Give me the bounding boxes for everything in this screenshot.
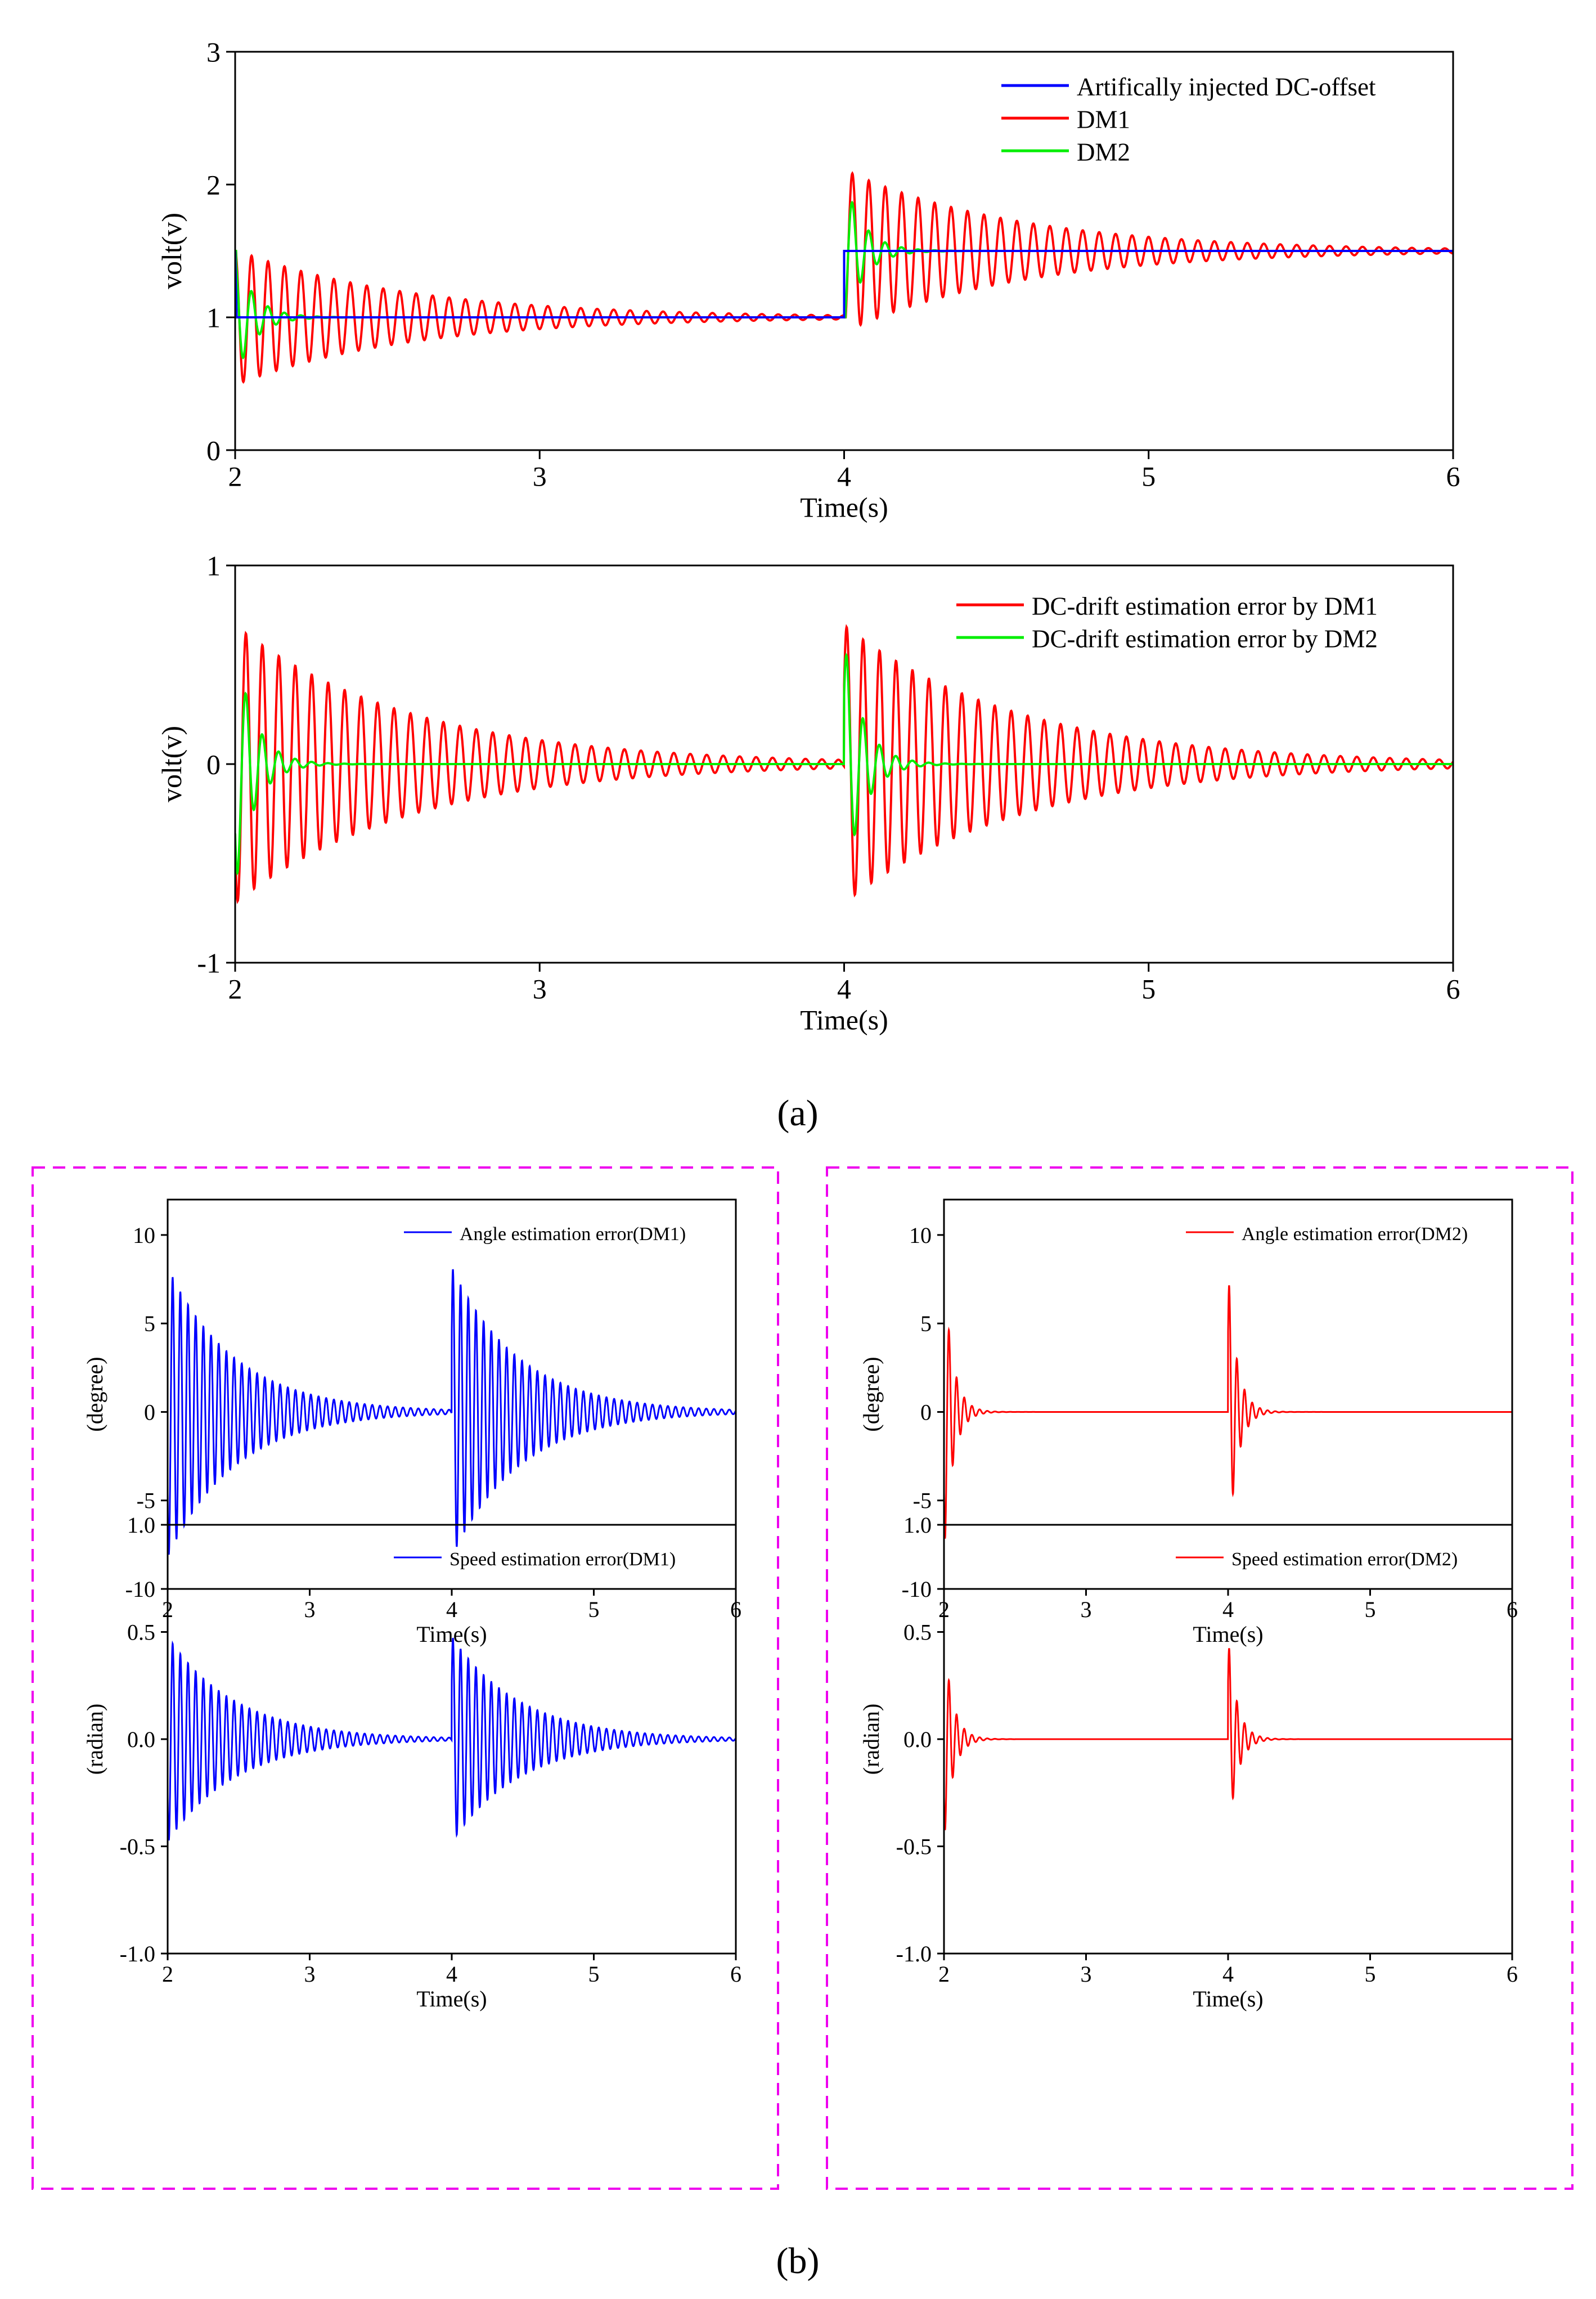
x-tick-label: 5 — [588, 1961, 600, 1987]
y-tick-label: -5 — [913, 1488, 932, 1514]
x-tick-label: 2 — [228, 973, 242, 1005]
chart-speed-dm1: 2 3 4 5 6 -1.0 -0.5 0.0 0.5 1.0 Time(s) (radian) Spe… — [82, 1512, 741, 2011]
y-tick-label: 1 — [206, 550, 221, 582]
x-tick-label: 2 — [938, 1961, 950, 1987]
legend-label: DM2 — [1077, 138, 1130, 167]
y-tick-label: 3 — [206, 37, 221, 68]
y-tick-label: 1.0 — [903, 1512, 932, 1538]
x-tick-label: 4 — [837, 973, 851, 1005]
series-line-angle-estimation-error-dm1 — [168, 1269, 736, 1555]
x-tick-label: 5 — [1141, 973, 1156, 1005]
x-tick-label: 3 — [304, 1961, 316, 1987]
y-tick-label: -1.0 — [120, 1941, 155, 1966]
y-tick-label: 2 — [206, 169, 221, 201]
x-axis-label: Time(s) — [800, 1004, 888, 1036]
x-axis-label: Time(s) — [1193, 1986, 1263, 2011]
y-tick-label: 0 — [920, 1399, 932, 1425]
legend-label: DM1 — [1077, 106, 1130, 134]
x-tick-label: 6 — [1446, 461, 1460, 492]
y-tick-label: 10 — [133, 1223, 155, 1248]
chart-dc-offset: 2 3 4 5 6 0 1 2 3 Time(s) volt(v) Artifically injec… — [156, 37, 1460, 523]
y-axis-label: volt(v) — [156, 213, 187, 289]
y-tick-label: 0.5 — [903, 1620, 932, 1645]
panel-label-b: (b) — [776, 2240, 820, 2282]
x-axis-label: Time(s) — [416, 1986, 487, 2011]
series-line-speed-estimation-error-dm2 — [944, 1648, 1512, 1830]
y-tick-label: 0 — [144, 1399, 155, 1425]
series-line-angle-estimation-error-dm2 — [944, 1285, 1512, 1539]
x-tick-label: 4 — [837, 461, 851, 492]
series-line-dc-drift-estimation-error-by-dm2 — [235, 652, 1453, 876]
y-tick-label: -1 — [197, 948, 221, 979]
x-tick-label: 3 — [304, 1597, 316, 1622]
y-axis-label: (radian) — [858, 1704, 884, 1775]
panel-label-a: (a) — [777, 1093, 818, 1134]
y-axis-label: (radian) — [82, 1704, 107, 1775]
y-tick-label: 1 — [206, 302, 221, 334]
y-tick-label: -0.5 — [896, 1834, 932, 1860]
x-tick-label: 6 — [1507, 1961, 1518, 1987]
y-tick-label: -0.5 — [120, 1834, 155, 1860]
y-tick-label: -10 — [125, 1577, 155, 1602]
y-tick-label: 0 — [206, 749, 221, 780]
x-tick-label: 3 — [1081, 1597, 1092, 1622]
x-tick-label: 6 — [1446, 973, 1460, 1005]
x-tick-label: 5 — [1141, 461, 1156, 492]
series-line-artifically-injected-dc-offset — [235, 250, 1453, 318]
y-axis-label: (degree) — [82, 1357, 107, 1431]
x-tick-label: 3 — [533, 461, 547, 492]
legend-label: DC-drift estimation error by DM2 — [1032, 625, 1378, 653]
group-box-dm1 — [32, 1166, 779, 2190]
y-tick-label: 0.0 — [903, 1727, 932, 1752]
x-tick-label: 4 — [1222, 1961, 1234, 1987]
x-tick-label: 2 — [228, 461, 242, 492]
series-line-speed-estimation-error-dm1 — [168, 1637, 736, 1841]
x-tick-label: 5 — [1365, 1597, 1376, 1622]
x-tick-label: 5 — [588, 1597, 600, 1622]
x-tick-label: 4 — [1222, 1597, 1234, 1622]
legend-label: Angle estimation error(DM2) — [1242, 1224, 1468, 1245]
y-tick-label: 10 — [909, 1223, 932, 1248]
y-tick-label: 0.0 — [127, 1727, 155, 1752]
y-tick-label: 1.0 — [127, 1512, 155, 1538]
y-tick-label: -10 — [902, 1577, 932, 1602]
y-tick-label: 0 — [206, 435, 221, 466]
legend-label: Artifically injected DC-offset — [1077, 73, 1376, 101]
y-tick-label: -5 — [137, 1488, 155, 1514]
group-box-dm2 — [826, 1166, 1573, 2190]
x-tick-label: 5 — [1365, 1961, 1376, 1987]
x-tick-label: 2 — [162, 1961, 173, 1987]
legend-label: DC-drift estimation error by DM1 — [1032, 592, 1378, 621]
y-tick-label: -1.0 — [896, 1941, 932, 1966]
legend-label: Speed estimation error(DM2) — [1231, 1549, 1458, 1570]
x-tick-label: 4 — [446, 1597, 457, 1622]
y-tick-label: 0.5 — [127, 1620, 155, 1645]
x-axis-label: Time(s) — [1193, 1622, 1263, 1647]
legend-label: Speed estimation error(DM1) — [449, 1549, 676, 1570]
x-tick-label: 4 — [446, 1961, 457, 1987]
x-tick-label: 6 — [730, 1961, 741, 1987]
x-tick-label: 3 — [533, 973, 547, 1005]
y-axis-label: volt(v) — [156, 726, 187, 802]
y-tick-label: 5 — [144, 1311, 155, 1336]
legend-label: Angle estimation error(DM1) — [460, 1224, 686, 1245]
y-tick-label: 5 — [920, 1311, 932, 1336]
x-tick-label: 3 — [1081, 1961, 1092, 1987]
x-axis-label: Time(s) — [800, 492, 888, 523]
y-axis-label: (degree) — [858, 1357, 884, 1431]
chart-dc-drift-error: 2 3 4 5 6 -1 0 1 Time(s) volt(v) DC-drift estimati… — [156, 550, 1460, 1036]
chart-speed-dm2: 2 3 4 5 6 -1.0 -0.5 0.0 0.5 1.0 Time(s) (radian) Spe… — [858, 1512, 1518, 2011]
